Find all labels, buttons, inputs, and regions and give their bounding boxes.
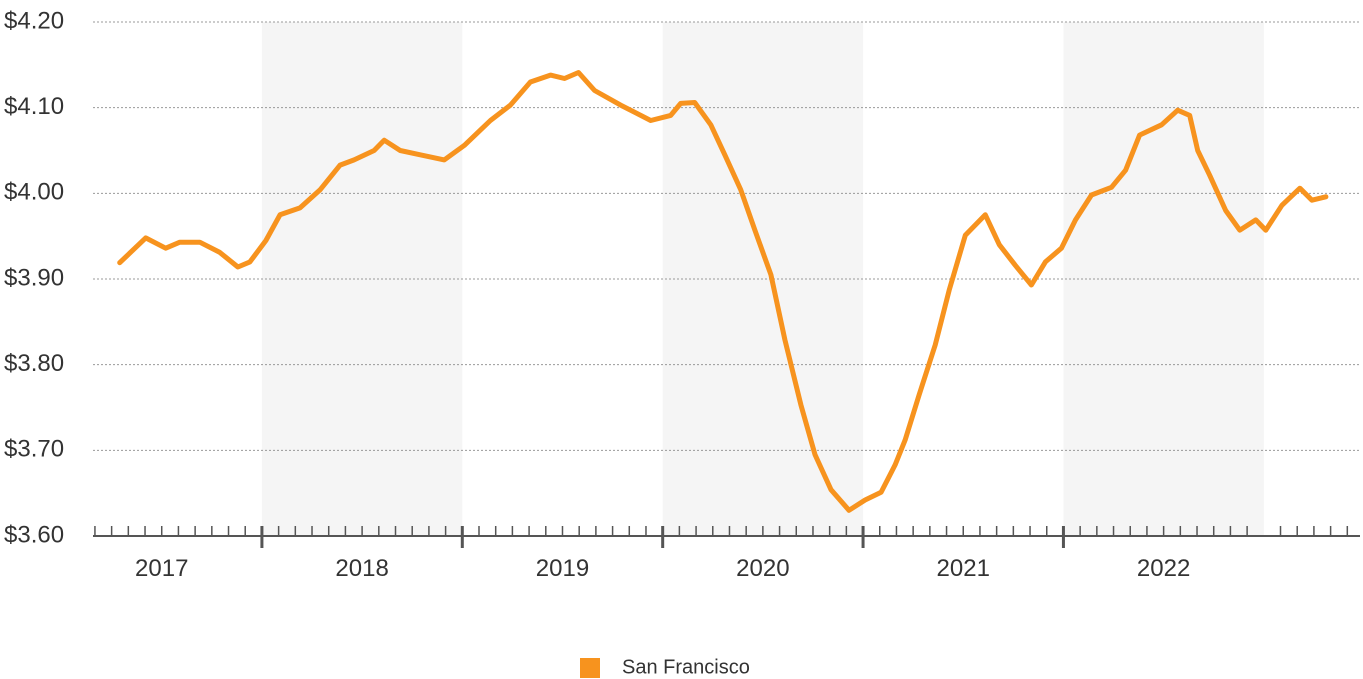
y-tick-label: $3.80: [4, 350, 64, 377]
y-tick-label: $3.70: [4, 436, 64, 463]
x-tick-label: 2018: [335, 555, 388, 582]
x-tick-label: 2017: [135, 555, 188, 582]
line: [117, 70, 1329, 513]
x-tick-label: 2021: [937, 555, 990, 582]
y-tick-label: $4.10: [4, 93, 64, 120]
y-tick-label: $4.00: [4, 179, 64, 206]
y-tick-label: $3.90: [4, 264, 64, 291]
x-tick-label: 2022: [1137, 555, 1190, 582]
legend-label: San Francisco: [622, 656, 750, 678]
y-tick-label: $3.60: [4, 521, 64, 548]
y-tick-label: $4.20: [4, 7, 64, 34]
x-tick-label: 2020: [736, 555, 789, 582]
x-tick-label: 2019: [536, 555, 589, 582]
legend-swatch: [580, 658, 600, 678]
